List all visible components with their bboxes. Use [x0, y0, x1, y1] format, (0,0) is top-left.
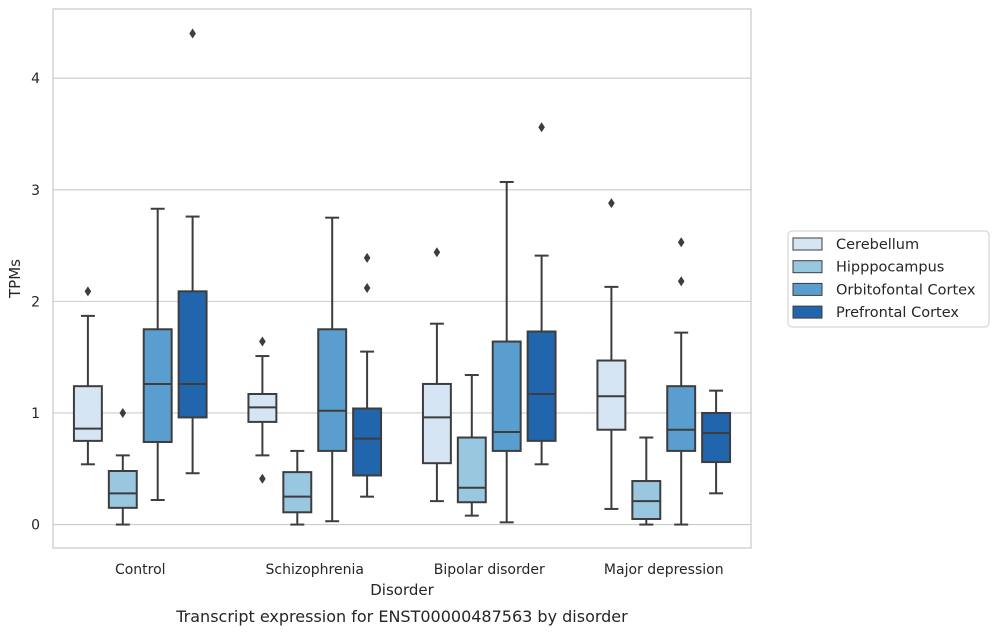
- box-cerebellum-0: [72, 286, 103, 466]
- box-prefrontal-cortex-3: [701, 389, 732, 495]
- x-tick-label: Bipolar disorder: [434, 562, 545, 578]
- legend-label: Prefrontal Cortex: [836, 305, 959, 321]
- box-iqr: [666, 385, 697, 452]
- legend: Cerebellum Hipppocampus Orbitofontal Corte…: [787, 230, 990, 328]
- outlier-marker: [433, 247, 441, 258]
- box-iqr: [596, 359, 627, 431]
- box-cerebellum-2: [421, 247, 452, 503]
- box-cerebellum-3: [596, 198, 627, 510]
- legend-swatch: [792, 305, 823, 319]
- box-hipppocampus-3: [631, 436, 662, 526]
- box-prefrontal-cortex-1: [352, 252, 383, 498]
- outlier-marker: [189, 28, 196, 39]
- box-hipppocampus-0: [107, 407, 138, 526]
- y-tick-label: 1: [31, 406, 40, 422]
- legend-item: Orbitofontal Cortex: [792, 282, 976, 298]
- outlier-marker: [363, 282, 371, 293]
- y-tick-label: 0: [31, 518, 40, 534]
- legend-item: Prefrontal Cortex: [792, 305, 959, 321]
- box-iqr: [107, 470, 138, 509]
- box-prefrontal-cortex-2: [526, 122, 557, 466]
- box-iqr: [631, 480, 662, 520]
- box-iqr: [526, 330, 557, 442]
- x-axis-label: Disorder: [370, 581, 434, 599]
- box-iqr: [421, 382, 452, 465]
- legend-label: Orbitofontal Cortex: [836, 282, 976, 298]
- outlier-marker: [363, 252, 371, 263]
- x-tick-label: Schizophrenia: [266, 562, 364, 578]
- box-orbitofontal-cortex-1: [317, 216, 348, 523]
- box-hipppocampus-1: [282, 449, 313, 526]
- outlier-marker: [84, 286, 92, 297]
- legend-swatch: [792, 237, 823, 251]
- box-iqr: [701, 411, 732, 464]
- box-iqr: [456, 436, 487, 504]
- outlier-marker: [259, 473, 266, 484]
- x-tick-label: Control: [115, 562, 166, 578]
- box-plot-series: [72, 28, 732, 526]
- outlier-marker: [119, 407, 127, 418]
- outlier-marker: [677, 237, 685, 248]
- x-tick-labels: Control Schizophrenia Bipolar disorder Majo…: [115, 562, 724, 578]
- legend-item: Hipppocampus: [792, 260, 944, 276]
- legend-item: Cerebellum: [792, 237, 919, 253]
- y-tick-label: 3: [31, 183, 40, 199]
- box-iqr: [72, 385, 103, 442]
- box-orbitofontal-cortex-3: [666, 237, 697, 526]
- box-hipppocampus-2: [456, 374, 487, 517]
- plot-frame: [52, 8, 752, 549]
- y-tick-label: 2: [31, 294, 40, 310]
- legend-swatch: [792, 260, 823, 274]
- y-tick-labels: 0 1 2 3 4: [31, 71, 40, 533]
- box-iqr: [142, 328, 173, 443]
- legend-label: Cerebellum: [836, 237, 919, 253]
- box-iqr: [352, 407, 383, 477]
- outlier-marker: [677, 276, 685, 287]
- y-tick-label: 4: [31, 71, 40, 87]
- outlier-marker: [538, 122, 545, 133]
- legend-swatch: [792, 282, 823, 296]
- box-cerebellum-1: [247, 336, 278, 484]
- chart-caption: Transcript expression for ENST0000048756…: [175, 607, 628, 626]
- box-iqr: [317, 328, 348, 452]
- legend-label: Hipppocampus: [836, 260, 944, 276]
- outlier-marker: [608, 198, 615, 209]
- box-iqr: [491, 340, 522, 452]
- legend-frame: [787, 230, 990, 328]
- box-orbitofontal-cortex-0: [142, 207, 173, 502]
- box-prefrontal-cortex-0: [177, 28, 208, 475]
- outlier-marker: [259, 336, 266, 347]
- y-axis-label: TPMs: [6, 259, 24, 299]
- box-iqr: [177, 290, 208, 419]
- x-tick-label: Major depression: [604, 562, 724, 578]
- box-orbitofontal-cortex-2: [491, 180, 522, 524]
- box-iqr: [282, 471, 313, 514]
